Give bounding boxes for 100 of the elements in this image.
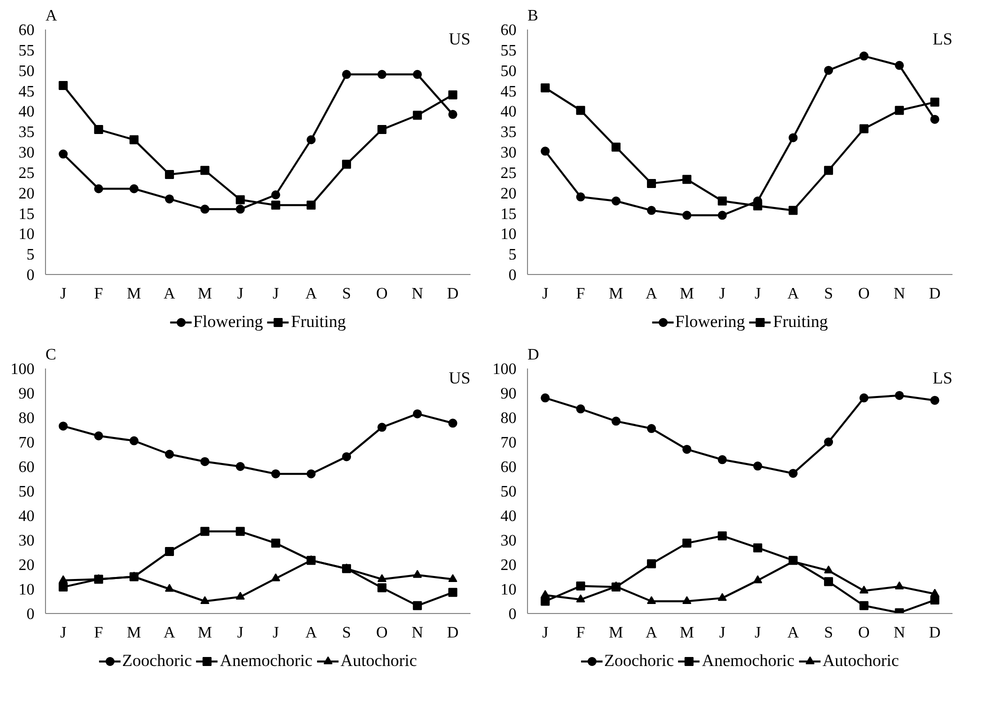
chart-title: C [46,346,56,364]
x-tick-label: J [237,624,244,642]
legend-label: Fruiting [291,312,346,332]
legend-label: Autochoric [340,651,417,671]
x-tick-label: D [447,286,459,302]
x-tick-label: N [412,286,424,302]
x-tick-label: S [342,286,351,302]
y-tick-label: 100 [10,361,34,378]
legend-label: Anemochoric [220,651,312,671]
x-tick-label: A [646,286,658,302]
y-tick-label: 80 [18,410,34,427]
x-tick-label: N [894,286,906,302]
y-tick-label: 20 [500,557,516,574]
legend-label: Flowering [675,312,746,332]
y-tick-label: 0 [508,606,516,623]
y-tick-label: 5 [26,246,34,264]
x-tick-label: M [126,286,142,302]
x-tick-label: D [929,624,941,642]
annotation: LS [932,30,953,48]
y-tick-label: 30 [18,144,34,162]
x-tick-label: A [646,624,658,642]
x-tick-label: A [164,624,176,642]
x-tick-label: J [272,624,279,642]
x-tick-label: A [787,624,800,642]
x-tick-label: N [412,624,424,642]
x-tick-label: S [342,624,351,642]
x-tick-label: S [824,624,833,642]
x-tick-label: M [680,286,694,302]
y-tick-label: 50 [18,484,34,500]
x-tick-label: J [60,624,66,642]
y-tick-label: 0 [26,267,34,284]
y-tick-label: 0 [26,606,34,623]
y-tick-label: 40 [500,508,516,525]
annotation: LS [932,368,953,388]
x-tick-label: A [305,286,318,302]
y-tick-label: 40 [18,508,34,525]
y-tick-label: 90 [18,386,34,402]
y-tick-label: 35 [18,124,34,142]
y-tick-label: 60 [18,459,34,476]
x-tick-label: S [824,286,833,302]
x-tick-label: O [858,624,870,642]
x-tick-label: A [787,286,800,302]
legend-label: Anemochoric [702,651,794,671]
y-tick-label: 60 [18,22,34,39]
y-tick-label: 100 [492,361,516,378]
x-tick-label: A [305,624,318,642]
y-tick-label: 90 [500,386,516,402]
x-tick-label: J [542,286,548,302]
chart-title: D [528,346,540,364]
y-tick-label: 60 [500,459,516,476]
legend-label: Zoochoric [604,651,674,671]
y-tick-label: 70 [500,434,516,452]
x-tick-label: M [198,624,212,642]
x-tick-label: F [576,286,586,302]
y-tick-label: 80 [500,410,516,427]
x-tick-label: J [60,286,66,302]
x-tick-label: J [542,624,548,642]
x-tick-label: M [198,286,212,302]
chart-title: A [46,8,58,24]
chart-title: B [528,8,538,24]
y-tick-label: 10 [500,582,516,598]
annotation: US [448,30,471,48]
y-tick-label: 60 [500,22,516,39]
y-tick-label: 25 [18,164,34,182]
y-tick-label: 30 [18,532,34,550]
y-tick-label: 55 [500,42,516,60]
x-tick-label: F [94,286,104,302]
y-tick-label: 45 [500,83,516,100]
x-tick-label: M [608,624,624,642]
y-tick-label: 40 [500,104,516,121]
y-tick-label: 15 [18,206,34,223]
x-tick-label: A [164,286,176,302]
x-tick-label: J [719,624,726,642]
x-tick-label: M [126,624,142,642]
x-tick-label: D [929,286,941,302]
y-tick-label: 50 [500,484,516,500]
legend-label: Fruiting [773,312,828,332]
y-tick-label: 15 [500,206,516,223]
annotation: US [448,368,471,388]
x-tick-label: O [376,286,388,302]
x-tick-label: J [237,286,244,302]
y-tick-label: 30 [500,532,516,550]
x-tick-label: J [719,286,726,302]
y-tick-label: 50 [18,62,34,80]
x-tick-label: J [754,624,761,642]
y-tick-label: 10 [500,226,516,244]
y-tick-label: 40 [18,104,34,121]
x-tick-label: J [754,286,761,302]
y-tick-label: 0 [508,267,516,284]
x-tick-label: O [858,286,870,302]
y-tick-label: 20 [500,185,516,202]
y-tick-label: 5 [508,246,516,264]
x-tick-label: F [576,624,586,642]
y-tick-label: 10 [18,582,34,598]
x-tick-label: J [272,286,279,302]
x-tick-label: M [680,624,694,642]
y-tick-label: 70 [18,434,34,452]
y-tick-label: 20 [18,185,34,202]
y-tick-label: 55 [18,42,34,60]
y-tick-label: 50 [500,62,516,80]
